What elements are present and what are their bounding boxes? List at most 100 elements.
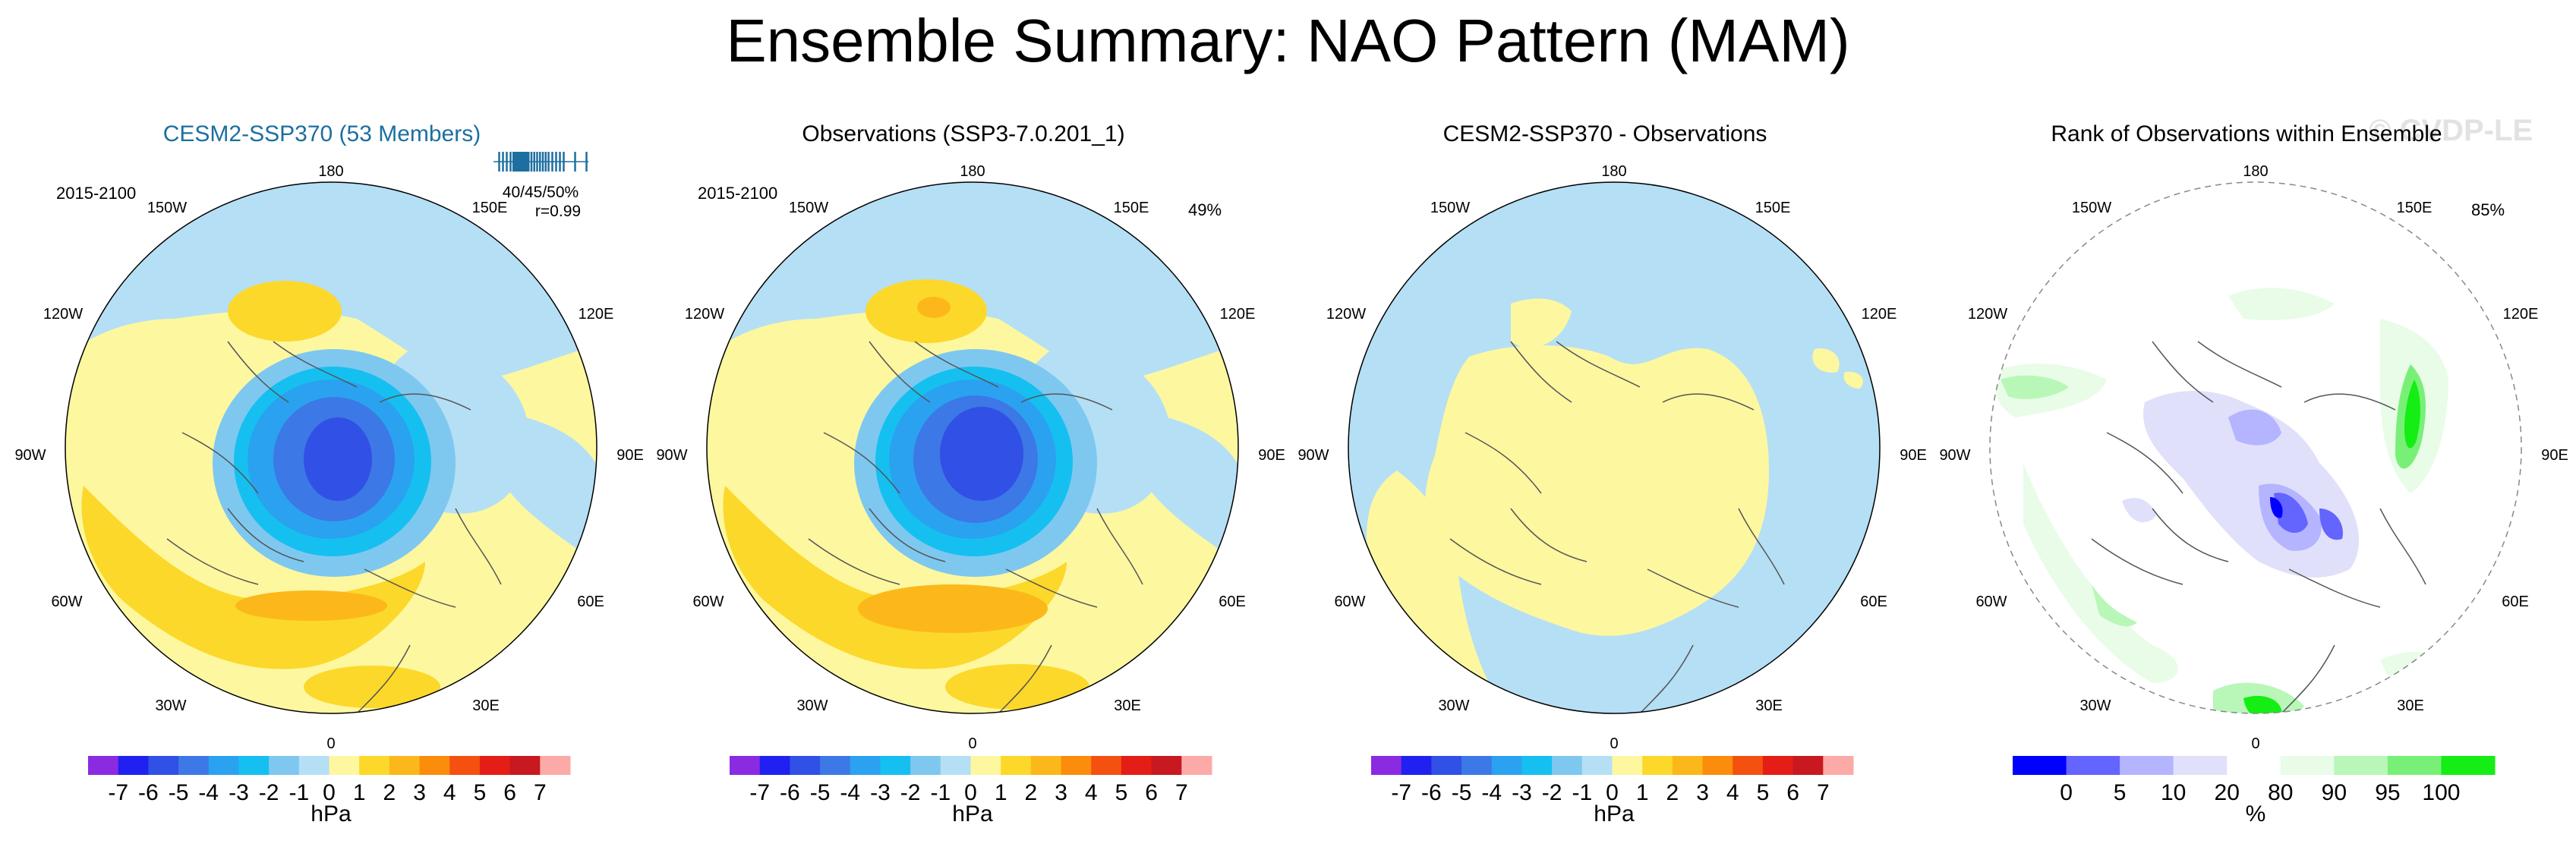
colorbar-tick-label: 95 <box>2375 780 2400 805</box>
colorbar-swatch <box>148 756 179 775</box>
lon-label-180: 180 <box>960 163 985 180</box>
colorbar-tick-label: -1 <box>930 780 951 805</box>
lon-label-0: 0 <box>968 735 976 752</box>
colorbar-units: % <box>2246 801 2266 827</box>
colorbar-tick-label: -4 <box>198 780 219 805</box>
lon-label-150w: 150W <box>1430 200 1470 216</box>
lon-label-150w: 150W <box>147 200 187 216</box>
colorbar-swatch <box>208 756 239 775</box>
colorbar-tick-label: 0 <box>964 780 977 805</box>
colorbar-swatch <box>178 756 210 775</box>
lon-label-30e: 30E <box>472 697 500 714</box>
colorbar-tick-label: -2 <box>1542 780 1562 805</box>
colorbar-tick-label: -3 <box>229 780 249 805</box>
lon-label-120e: 120E <box>579 306 614 323</box>
colorbar-tick-label: 2 <box>383 780 396 805</box>
lon-label-90w: 90W <box>1939 447 1970 464</box>
colorbar-swatch <box>1823 756 1854 775</box>
colorbar-swatch <box>1702 756 1733 775</box>
panel-ensemble-mean: CESM2-SSP370 (53 Members) 180 150W 150E <box>0 114 644 847</box>
lon-label-60e: 60E <box>1860 594 1887 610</box>
colorbar-tick-label: 0 <box>2060 780 2073 805</box>
colorbar-tick-label: 4 <box>1085 780 1098 805</box>
colorbar-tick-label: -2 <box>900 780 921 805</box>
panel-rank: Rank of Observations within Ensemble <box>1925 114 2568 847</box>
colorbar-tick-label: 20 <box>2215 780 2240 805</box>
lon-label-60e: 60E <box>577 594 604 610</box>
colorbar-tick-label: 5 <box>2114 780 2127 805</box>
lon-label-90e: 90E <box>2541 447 2568 464</box>
lon-label-150w: 150W <box>789 200 828 216</box>
rank-percentage: 85% <box>2471 200 2505 219</box>
panel-title: CESM2-SSP370 - Observations <box>1442 121 1767 146</box>
contour-field <box>1990 182 2521 713</box>
lon-label-90e: 90E <box>1900 447 1927 464</box>
lon-label-150e: 150E <box>1755 200 1791 216</box>
colorbar-swatch <box>1642 756 1673 775</box>
colorbar-swatch <box>2441 756 2496 775</box>
panel-observations: Observations (SSP3-7.0.201_1) 180 150W <box>642 114 1285 847</box>
colorbar-tick-label: 4 <box>1726 780 1739 805</box>
colorbar-tick-label: 6 <box>1786 780 1799 805</box>
colorbar-swatch <box>1581 756 1613 775</box>
colorbar-swatch <box>1491 756 1522 775</box>
colorbar-tick-label: -7 <box>108 780 128 805</box>
lon-label-30w: 30W <box>1438 697 1469 714</box>
colorbar-swatch <box>1552 756 1583 775</box>
colorbar-tick-label: 5 <box>474 780 487 805</box>
colorbar-tick-label: -5 <box>169 780 189 805</box>
lon-label-120e: 120E <box>1862 306 1897 323</box>
colorbar-swatch <box>2066 756 2120 775</box>
colorbar-tick-label: -6 <box>1421 780 1442 805</box>
colorbar-swatch <box>1181 756 1212 775</box>
colorbar-swatch <box>509 756 541 775</box>
colorbar-swatch <box>2387 756 2442 775</box>
colorbar-tick-label: 90 <box>2322 780 2347 805</box>
colorbar-swatch <box>1401 756 1432 775</box>
lon-label-0: 0 <box>326 735 335 752</box>
contour-field <box>707 182 1238 713</box>
colorbar-swatch <box>1461 756 1493 775</box>
colorbar-tick-label: 7 <box>1817 780 1830 805</box>
lon-label-120e: 120E <box>1220 306 1256 323</box>
lon-label-60w: 60W <box>692 594 724 610</box>
colorbar-tick-label: 1 <box>1636 780 1649 805</box>
colorbar-swatch <box>1762 756 1794 775</box>
colorbar-swatch <box>759 756 790 775</box>
colorbar-tick-label: -5 <box>1452 780 1472 805</box>
colorbar-tick-label: 7 <box>534 780 547 805</box>
colorbar-swatch <box>88 756 119 775</box>
colorbar-swatch <box>880 756 911 775</box>
colorbar-tick-label: -4 <box>840 780 860 805</box>
colorbar-swatch <box>298 756 329 775</box>
panel-title: Observations (SSP3-7.0.201_1) <box>802 121 1125 146</box>
colorbar-tick-label: 6 <box>1145 780 1158 805</box>
colorbar-swatch <box>1151 756 1182 775</box>
lon-label-60e: 60E <box>1219 594 1246 610</box>
panel-title: Rank of Observations within Ensemble <box>2051 121 2442 146</box>
lon-label-60w: 60W <box>51 594 82 610</box>
colorbar-swatch <box>2013 756 2067 775</box>
lon-label-150e: 150E <box>2397 200 2433 216</box>
colorbar-swatch <box>2120 756 2174 775</box>
map-observations: 180 150W 150E 120W 120E 90W 90E 60W 60E … <box>656 163 1285 827</box>
colorbar-units: hPa <box>1594 801 1635 827</box>
colorbar-swatch <box>1733 756 1764 775</box>
colorbar-tick-label: -6 <box>780 780 800 805</box>
lon-label-180: 180 <box>2243 163 2268 180</box>
lon-label-30e: 30E <box>2397 697 2424 714</box>
colorbar-tick-label: -1 <box>1572 780 1592 805</box>
colorbar-swatch <box>389 756 421 775</box>
colorbar: 0 5 10 20 80 90 95 100 <box>2013 756 2496 805</box>
colorbar-tick-label: -7 <box>749 780 770 805</box>
stats-line-1: 40/45/50% <box>503 184 579 201</box>
lon-label-0: 0 <box>2251 735 2259 752</box>
map-rank: 180 150W 150E 120W 120E 90W 90E 60W 60E … <box>1939 163 2568 827</box>
colorbar-tick-label: -5 <box>810 780 831 805</box>
colorbar-swatch <box>449 756 481 775</box>
lon-label-0: 0 <box>1610 735 1618 752</box>
colorbar-swatch <box>850 756 881 775</box>
colorbar-tick-label: 0 <box>323 780 336 805</box>
period-label: 2015-2100 <box>56 184 136 203</box>
lon-label-60w: 60W <box>1334 594 1365 610</box>
